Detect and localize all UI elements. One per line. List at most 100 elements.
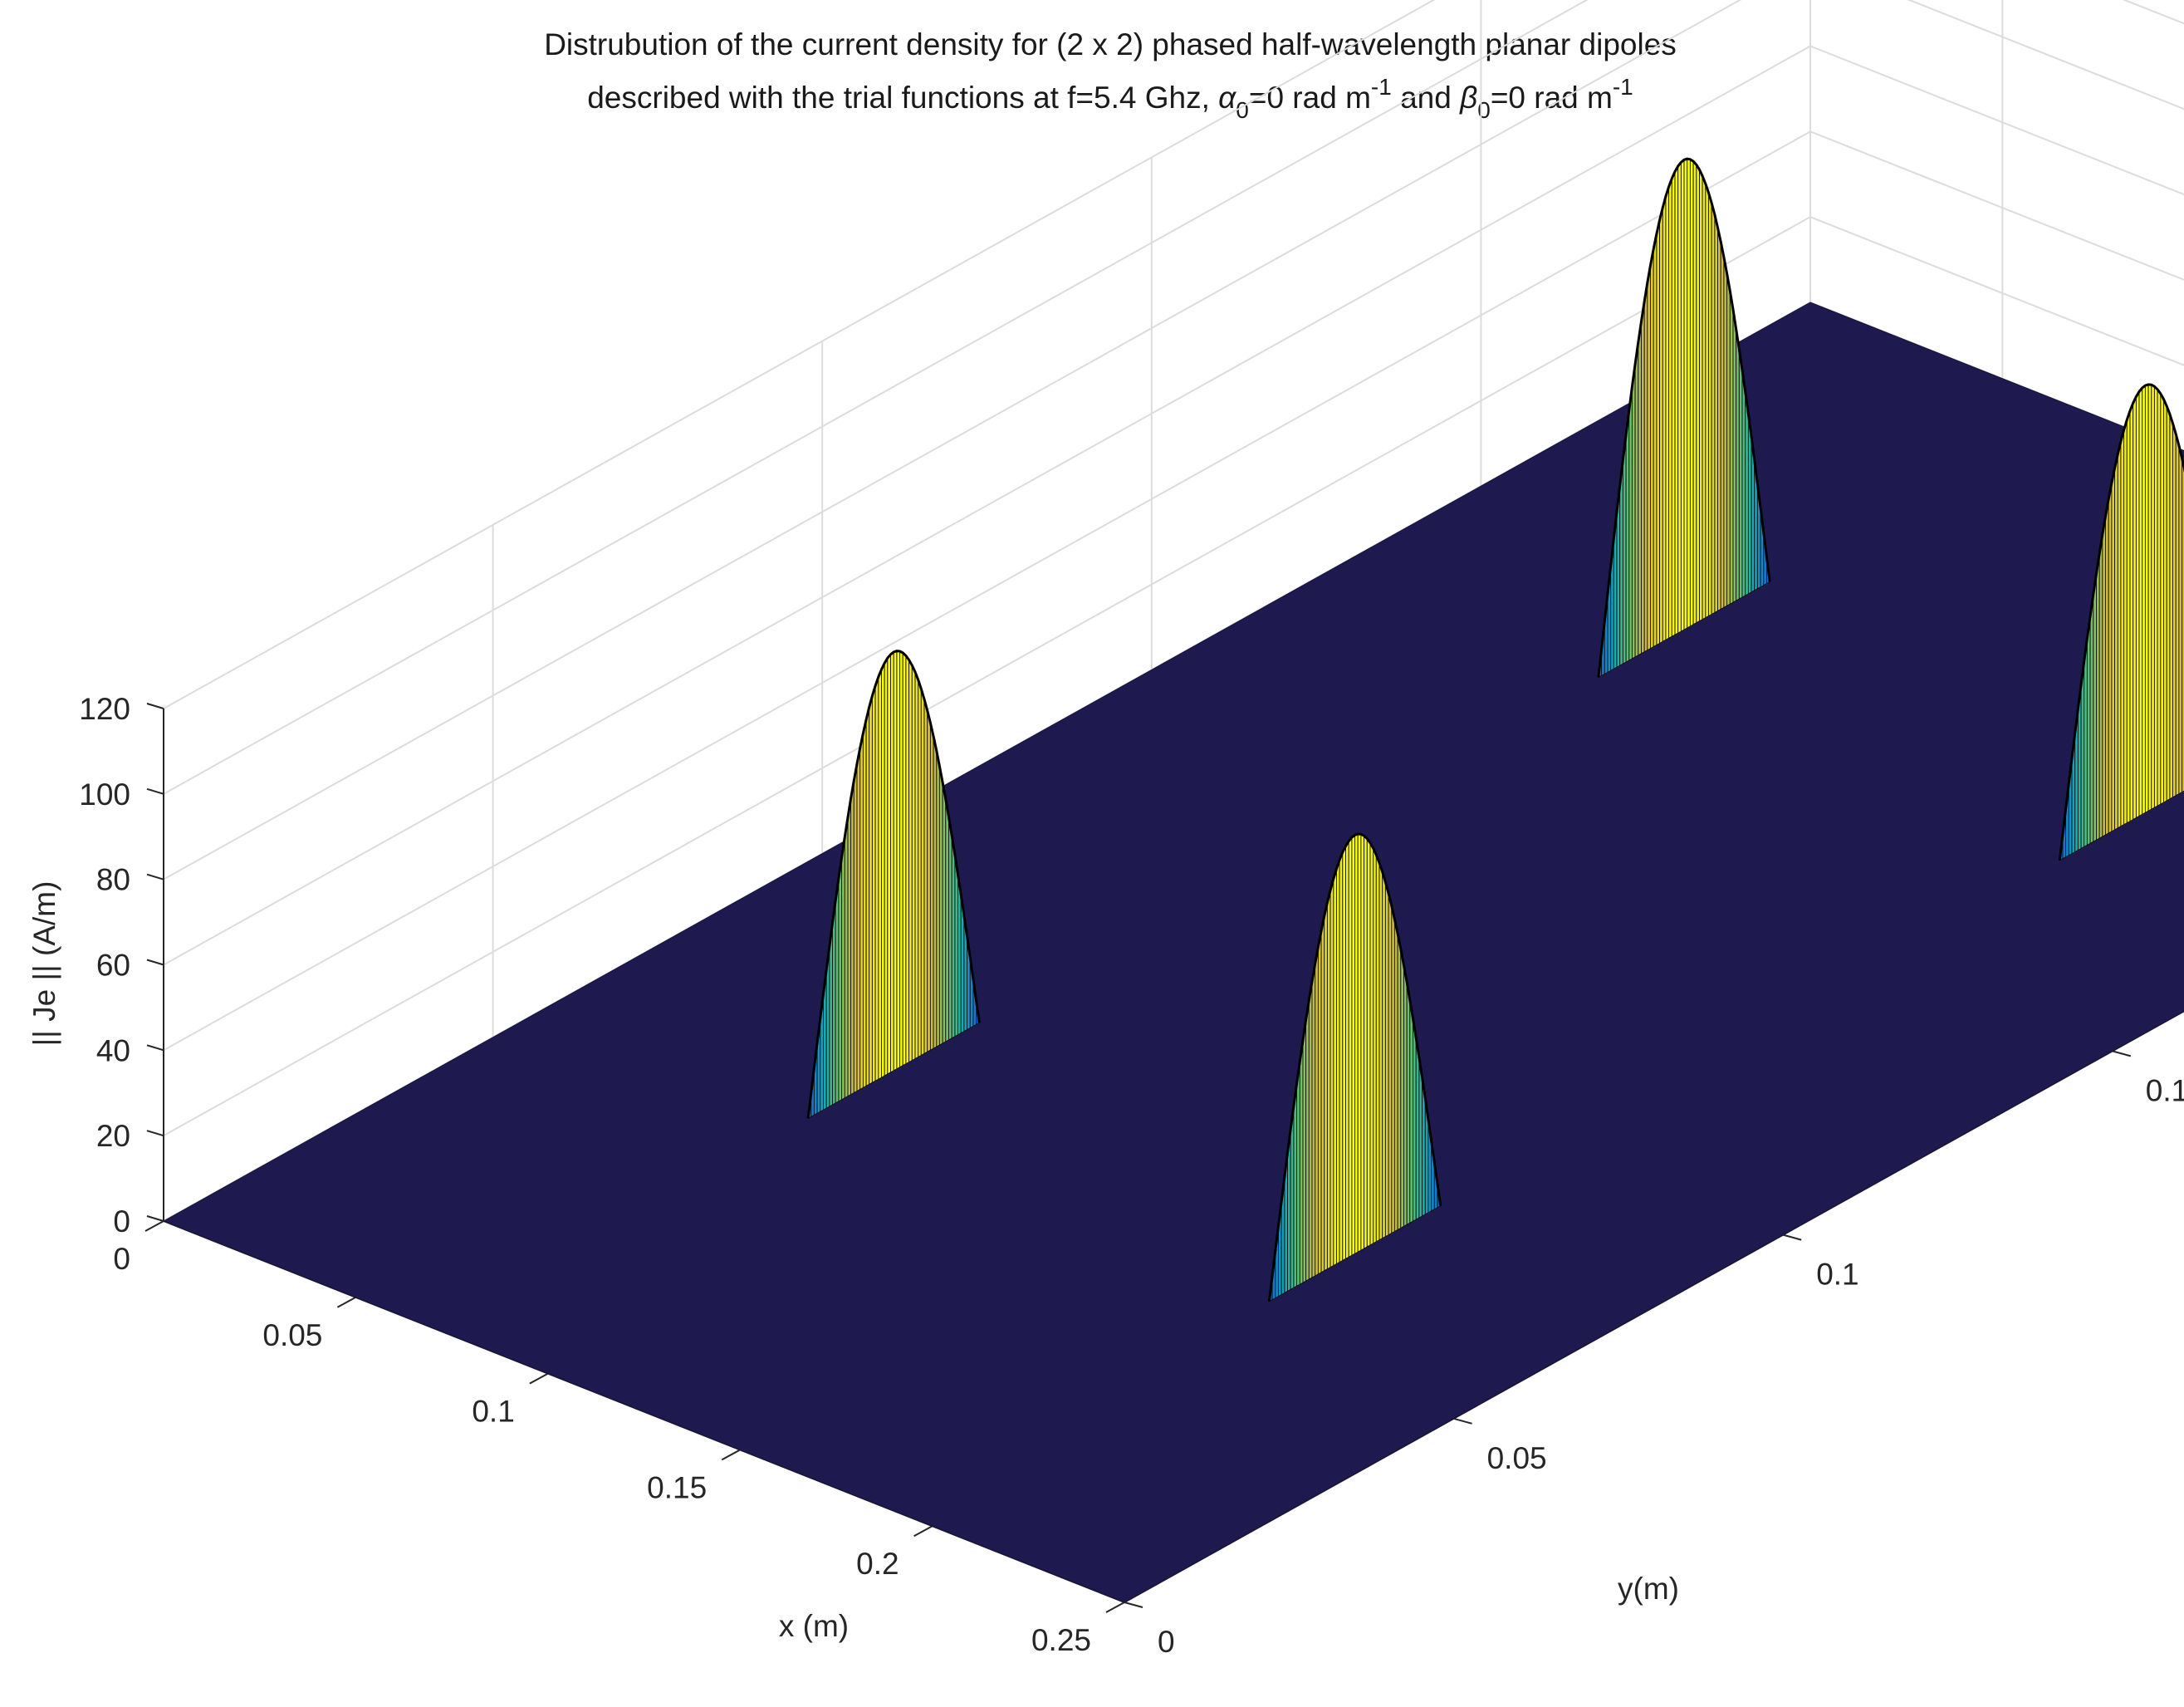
dipole-strip: [2127, 411, 2130, 823]
x-tick-label: 0.1: [472, 1395, 514, 1429]
y-tick-label: 0.15: [2146, 1073, 2184, 1107]
dipole-strip: [912, 665, 915, 1061]
dipole-strip: [1321, 916, 1325, 1273]
dipole-strip: [872, 686, 875, 1083]
x-tick: [914, 1526, 933, 1536]
dipole-strip: [851, 781, 855, 1095]
dipole-strip: [839, 857, 842, 1101]
grid-line: [1810, 0, 2184, 171]
dipole-strip: [2103, 517, 2106, 836]
dipole-strip: [900, 651, 903, 1067]
x-tick-label: 0.05: [262, 1318, 322, 1352]
dipole-strip: [1660, 208, 1663, 644]
dipole-strip: [2152, 385, 2155, 809]
dipole-strip: [1715, 215, 1718, 613]
y-tick-label: 0.05: [1487, 1441, 1547, 1475]
x-tick: [337, 1297, 355, 1307]
dipole-strip: [1398, 934, 1401, 1229]
dipole-strip: [2133, 397, 2137, 820]
dipole-strip: [1644, 282, 1648, 651]
dipole-strip: [2148, 385, 2152, 811]
title-and: and: [1392, 81, 1460, 115]
z-tick: [147, 789, 164, 794]
z-tick: [147, 875, 164, 880]
dipole-strip: [1697, 164, 1700, 622]
y-tick: [1124, 1602, 1143, 1607]
x-tick: [145, 1221, 164, 1231]
y-tick-label: 0: [1158, 1625, 1175, 1659]
dipole-strip: [2099, 535, 2103, 839]
y-tick-label: 0.1: [1816, 1258, 1858, 1292]
dipole-strip: [1638, 321, 1642, 655]
y-axis-label: y(m): [1618, 1572, 1679, 1606]
dipole-strip: [1383, 872, 1386, 1239]
dipole-strip: [1404, 965, 1408, 1226]
dipole-strip: [882, 663, 885, 1077]
x-axis-label: x (m): [779, 1609, 849, 1643]
dipole-strip: [2130, 403, 2133, 821]
dipole-strip: [2121, 430, 2124, 827]
z-tick-label: 60: [96, 949, 130, 983]
z-tick: [147, 1216, 164, 1221]
dipole-strip: [1702, 176, 1706, 620]
dipole-strip: [835, 879, 839, 1103]
x-tick: [1106, 1602, 1124, 1612]
dipole-strip: [1709, 193, 1712, 616]
dipole-strip: [1681, 159, 1684, 631]
dipole-strip: [842, 837, 845, 1100]
x-tick: [530, 1374, 548, 1384]
x-tick-label: 0.25: [1031, 1623, 1091, 1657]
dipole-strip: [1364, 836, 1368, 1248]
dipole-strip: [845, 817, 848, 1098]
dipole-strip: [1684, 159, 1687, 630]
dipole-strip: [1669, 179, 1672, 638]
title-mid: =0 rad m: [1249, 81, 1371, 115]
dipole-strip: [1626, 410, 1629, 662]
dipole-strip: [1325, 903, 1328, 1271]
dipole-strip: [921, 689, 924, 1055]
z-tick: [147, 1045, 164, 1050]
dipole-strip: [1700, 169, 1703, 621]
dipole-strip: [2154, 386, 2157, 807]
dipole-strip: [1339, 852, 1343, 1262]
dipole-strip: [1653, 233, 1657, 646]
dipole-strip: [1358, 834, 1361, 1252]
x-tick-label: 0.15: [647, 1470, 707, 1504]
dipole-strip: [1374, 848, 1377, 1243]
dipole-strip: [1733, 310, 1736, 603]
title-line2-prefix: described with the trial functions at f=…: [587, 81, 1218, 115]
dipole-strip: [894, 651, 897, 1071]
dipole-strip: [2157, 390, 2161, 806]
dipole-strip: [1315, 947, 1319, 1276]
dipole-strip: [930, 723, 933, 1050]
dipole-strip: [1370, 843, 1374, 1245]
dipole-strip: [1300, 1041, 1303, 1285]
dipole-strip: [2093, 574, 2097, 842]
dipole-strip: [854, 764, 857, 1093]
dipole-strip: [897, 651, 900, 1069]
dipole-strip: [1346, 841, 1349, 1259]
title-alpha-symbol: α: [1218, 81, 1236, 115]
x-tick: [722, 1449, 740, 1459]
title-exponent-2: -1: [1613, 74, 1633, 100]
dipole-strip: [2164, 400, 2167, 802]
dipole-strip: [888, 655, 891, 1074]
dipole-strip: [1690, 159, 1693, 626]
surface-base: [164, 302, 2184, 1602]
chart-title-line-2: described with the trial functions at f=…: [587, 74, 1633, 123]
dipole-strip: [1718, 228, 1721, 611]
dipole-strip: [906, 655, 909, 1063]
dipole-strip: [2115, 454, 2118, 830]
dipole-strip: [833, 900, 836, 1105]
dipole-strip: [863, 719, 866, 1087]
dipole-strip: [2112, 468, 2115, 831]
dipole-strip: [1629, 387, 1633, 660]
dipole-strip: [1666, 187, 1669, 640]
z-tick-label: 120: [79, 692, 130, 726]
dipole-strip: [915, 672, 918, 1059]
dipole-strip: [857, 748, 860, 1091]
dipole-strip: [1687, 159, 1691, 628]
dipole-strip: [1309, 982, 1312, 1279]
dipole-strip: [1394, 920, 1398, 1232]
dipole-strip: [2124, 419, 2128, 824]
